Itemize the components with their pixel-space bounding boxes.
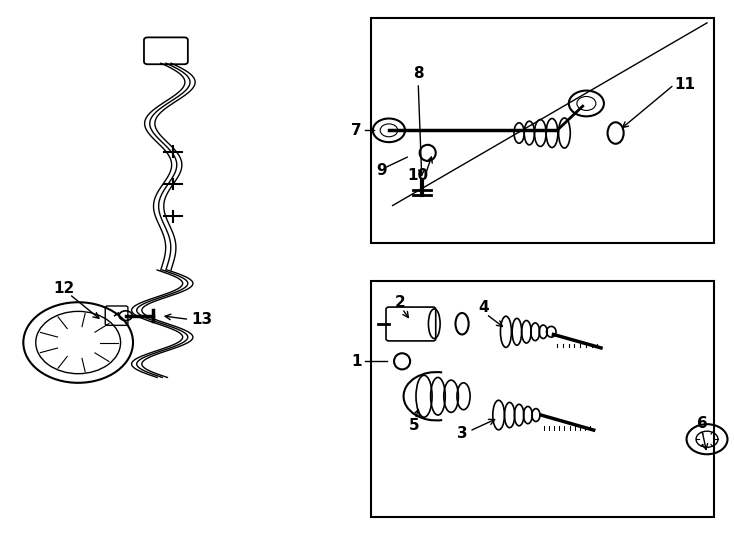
Text: 7: 7 [352,123,362,138]
Text: 8: 8 [413,66,424,82]
Text: 2: 2 [395,295,405,310]
Text: 1: 1 [352,354,362,369]
Text: 5: 5 [410,418,420,433]
Text: 10: 10 [407,168,429,184]
Bar [371,281,714,517]
Text: 6: 6 [697,416,708,430]
Text: 13: 13 [192,312,213,327]
Bar [371,17,714,243]
Text: 12: 12 [53,281,74,296]
Text: 11: 11 [675,77,696,92]
Text: 3: 3 [457,427,468,441]
Text: 4: 4 [479,300,490,315]
Text: 9: 9 [377,163,387,178]
